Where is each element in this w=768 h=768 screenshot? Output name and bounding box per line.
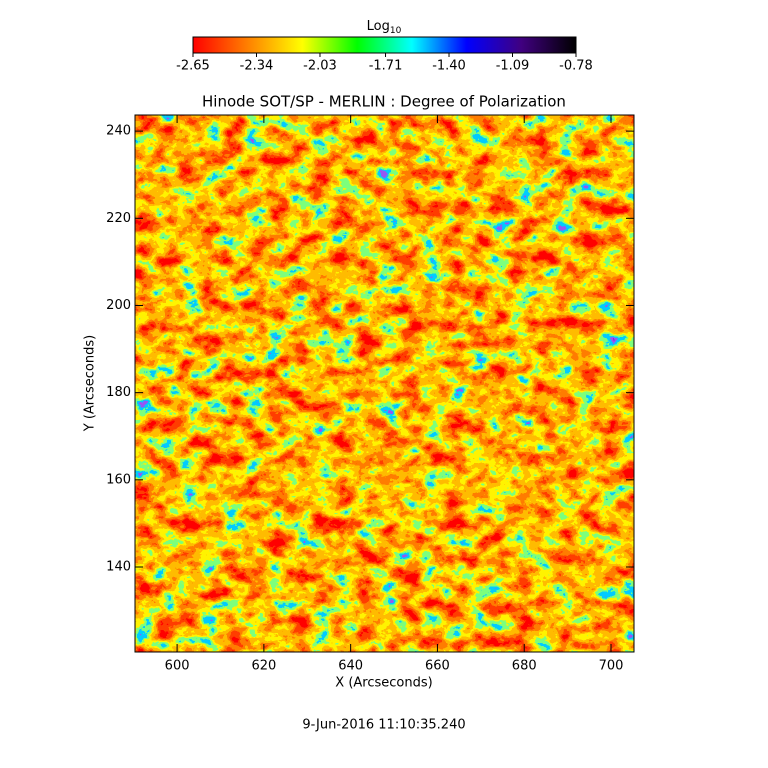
x-tick-label: 640	[338, 659, 363, 674]
y-tick-label: 200	[106, 298, 131, 313]
x-tick-label: 600	[165, 659, 190, 674]
colorbar-tick-label: -2.65	[176, 59, 210, 74]
x-tick-label: 700	[599, 659, 624, 674]
x-tick-label: 620	[251, 659, 276, 674]
x-tick-label: 660	[425, 659, 450, 674]
y-tick-label: 240	[106, 124, 131, 139]
colorbar	[192, 36, 577, 54]
x-tick-label: 680	[512, 659, 537, 674]
y-tick-label: 180	[106, 385, 131, 400]
colorbar-tick-label: -1.09	[496, 59, 530, 74]
polarization-map	[135, 115, 634, 652]
colorbar-tick-label: -2.34	[240, 59, 274, 74]
y-tick-label: 140	[106, 560, 131, 575]
chart-title: Hinode SOT/SP - MERLIN : Degree of Polar…	[202, 93, 566, 111]
colorbar-tick-label: -1.71	[369, 59, 403, 74]
y-tick-label: 160	[106, 472, 131, 487]
map-area	[135, 115, 634, 652]
colorbar-label-sub: 10	[390, 26, 402, 36]
colorbar-tick-label: -0.78	[559, 59, 593, 74]
colorbar-label: Log10	[367, 19, 402, 36]
colorbar-tick-label: -1.40	[432, 59, 466, 74]
plot-frame	[134, 114, 635, 653]
y-axis-label: Y (Arcseconds)	[83, 335, 98, 432]
y-tick-label: 220	[106, 211, 131, 226]
x-axis-label: X (Arcseconds)	[335, 676, 432, 691]
timestamp: 9-Jun-2016 11:10:35.240	[302, 718, 465, 733]
colorbar-tick-label: -2.03	[303, 59, 337, 74]
colorbar-label-main: Log	[367, 19, 390, 34]
